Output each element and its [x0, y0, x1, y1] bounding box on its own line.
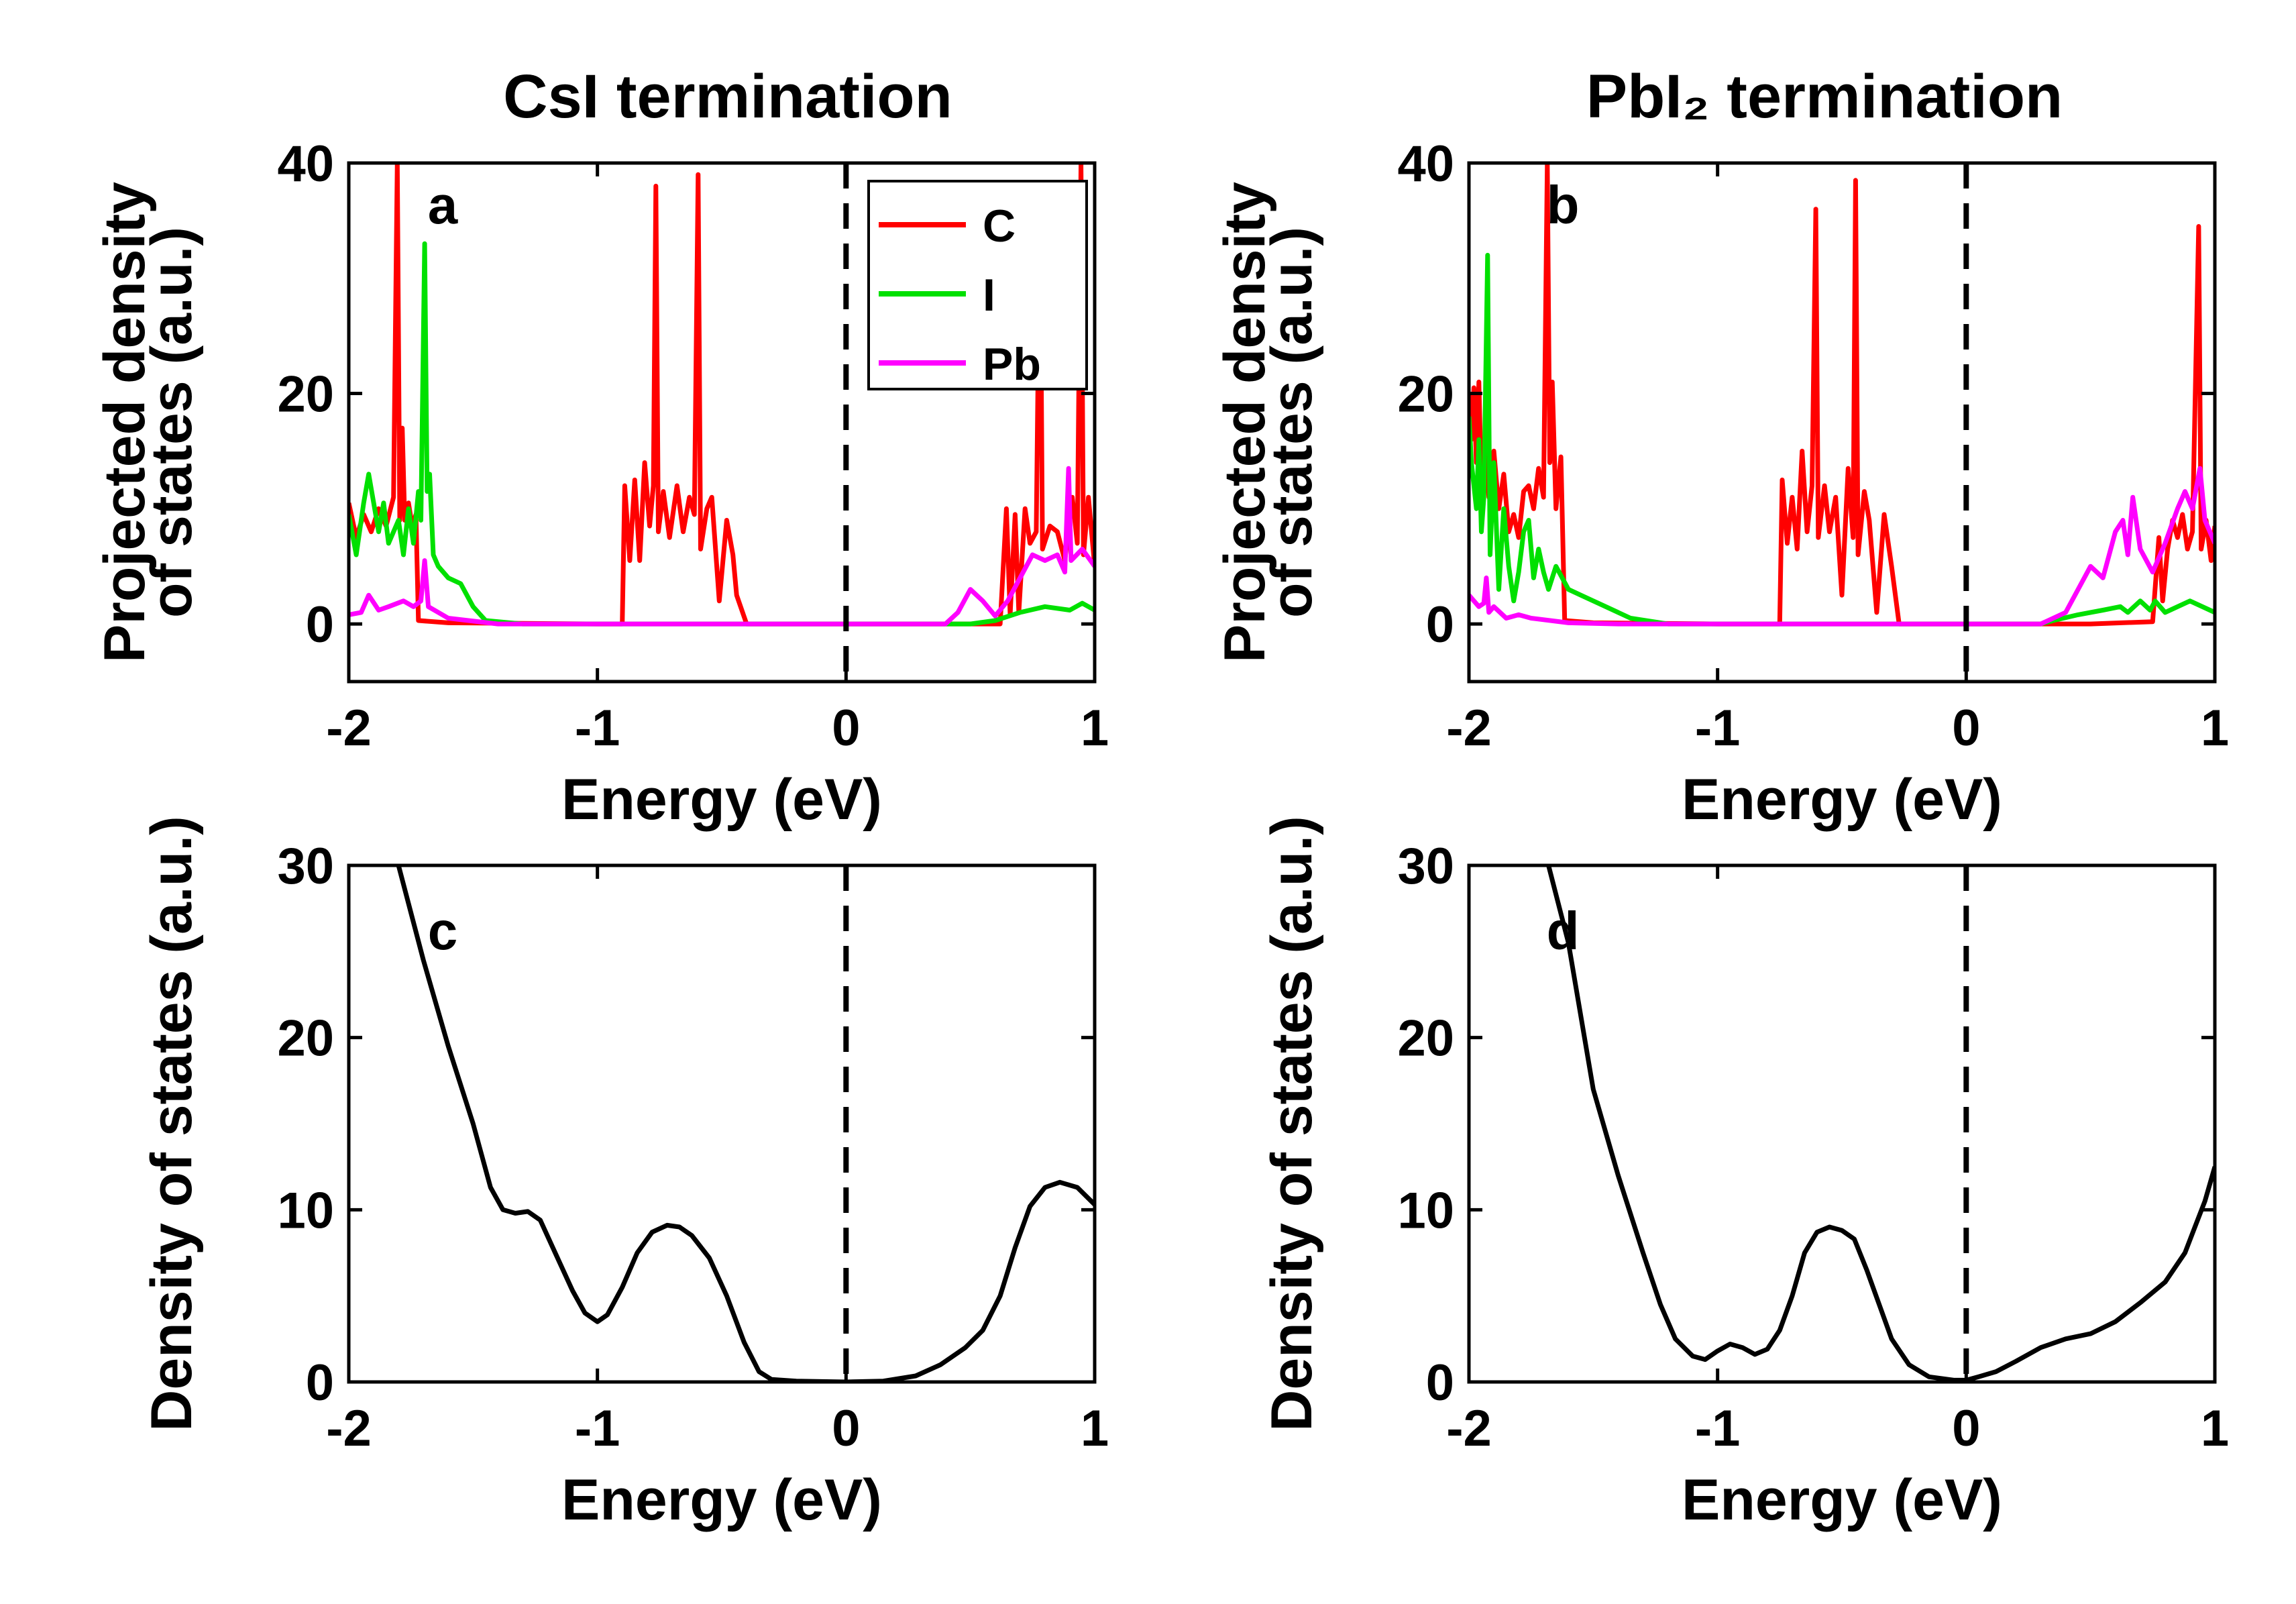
x-tick-label-d: -1 — [1695, 1400, 1741, 1457]
x-tick-label-d: 0 — [1952, 1400, 1980, 1457]
title-pbi2-termination: PbI₂ termination — [1586, 62, 2063, 131]
panel-label-b: b — [1547, 175, 1580, 235]
x-tick-label-c: -1 — [575, 1400, 620, 1457]
legend-box — [867, 180, 1088, 390]
series-line-dos-d — [1546, 865, 2215, 1382]
y-tick-label-b: 0 — [1426, 596, 1454, 653]
x-tick-label-a: 0 — [832, 700, 860, 757]
y-axis-label-b: of states (a.u.) — [1260, 227, 1324, 618]
series-line-dos-c — [396, 865, 1095, 1382]
y-tick-label-a: 20 — [277, 366, 334, 423]
series-line-i-b — [1469, 252, 2215, 627]
series-line-i-a — [349, 241, 1095, 627]
series-line-pb-a — [349, 466, 1095, 627]
legend: CI Pb — [867, 180, 1088, 390]
panel-label-a: a — [428, 175, 458, 235]
x-axis-label-b: Energy (eV) — [1682, 767, 2002, 832]
x-tick-label-c: 1 — [1081, 1400, 1109, 1457]
y-tick-label-d: 30 — [1397, 838, 1454, 895]
y-axis-label-c: Density of states (a.u.) — [140, 816, 204, 1432]
x-axis-label-a: Energy (eV) — [561, 767, 882, 832]
legend-label-pb: Pb — [983, 339, 1041, 390]
x-tick-label-d: 1 — [2201, 1400, 2229, 1457]
y-axis-label-a: Projected density — [93, 182, 157, 663]
y-tick-label-d: 20 — [1397, 1010, 1454, 1067]
x-tick-label-a: -1 — [575, 700, 620, 757]
legend-label-c: C — [983, 201, 1016, 252]
y-tick-label-d: 0 — [1426, 1354, 1454, 1411]
y-tick-label-b: 40 — [1397, 136, 1454, 193]
x-tick-label-a: 1 — [1081, 700, 1109, 757]
y-tick-label-a: 40 — [277, 136, 334, 193]
y-tick-label-a: 0 — [306, 596, 334, 653]
plot-frame-d — [1467, 863, 2217, 1384]
y-axis-label-a: of states (a.u.) — [140, 227, 204, 618]
x-tick-label-b: -2 — [1446, 700, 1492, 757]
x-tick-label-c: 0 — [832, 1400, 860, 1457]
title-csi-termination: CsI termination — [503, 62, 952, 131]
y-axis-label-b: Projected density — [1213, 182, 1277, 663]
y-tick-label-c: 10 — [277, 1182, 334, 1239]
plot-frame-c — [347, 863, 1097, 1384]
y-tick-label-b: 20 — [1397, 366, 1454, 423]
panel-label-d: d — [1547, 901, 1580, 961]
x-axis-label-d: Energy (eV) — [1682, 1468, 2002, 1532]
y-axis-label-d: Density of states (a.u.) — [1260, 816, 1324, 1432]
y-tick-label-c: 0 — [306, 1354, 334, 1411]
x-tick-label-b: 1 — [2201, 700, 2229, 757]
x-tick-label-d: -2 — [1446, 1400, 1492, 1457]
x-tick-label-b: -1 — [1695, 700, 1741, 757]
y-tick-label-d: 10 — [1397, 1182, 1454, 1239]
x-tick-label-c: -2 — [326, 1400, 372, 1457]
plot-frame-a — [347, 161, 1097, 684]
x-tick-label-a: -2 — [326, 700, 372, 757]
series-line-c-b — [1469, 163, 2215, 627]
x-tick-label-b: 0 — [1952, 700, 1980, 757]
legend-label-i: I — [983, 270, 995, 321]
series-line-pb-b — [1469, 466, 2215, 627]
x-axis-label-c: Energy (eV) — [561, 1468, 882, 1532]
y-tick-label-c: 20 — [277, 1010, 334, 1067]
panel-label-c: c — [428, 901, 458, 961]
y-tick-label-c: 30 — [277, 838, 334, 895]
plot-frame-b — [1467, 161, 2217, 684]
